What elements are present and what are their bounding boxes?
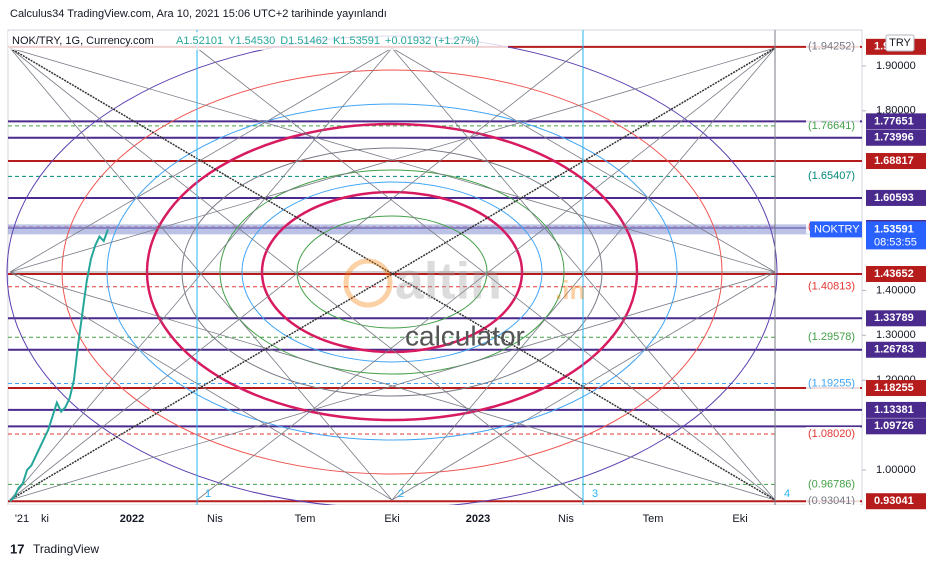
ohlc-value: K1.53591 xyxy=(333,35,380,47)
watermark: altin .in xyxy=(343,253,585,311)
level-box xyxy=(866,266,926,283)
series xyxy=(9,229,109,503)
y-tick-label: 1.90000 xyxy=(876,60,916,72)
ohlc: A1.52101 Y1.54530 D1.51462 K1.53591 +0.01932… xyxy=(176,35,479,47)
level-label: 1.68817 xyxy=(874,155,914,167)
fib-label-bg xyxy=(806,169,860,184)
level-box xyxy=(866,341,926,358)
currency-box xyxy=(885,34,915,52)
footer-text: TradingView xyxy=(33,542,99,556)
time-axis xyxy=(8,505,862,533)
level-label: 1.73996 xyxy=(874,132,914,144)
level-label: 1.60593 xyxy=(874,192,914,204)
watermark-logo xyxy=(343,258,393,308)
y-tick-label: 1.00000 xyxy=(876,464,916,476)
level-label: 1.09726 xyxy=(874,420,914,432)
watermark-text: .in xyxy=(555,275,585,305)
time-lines xyxy=(196,30,776,505)
legend-bg xyxy=(8,32,508,50)
x-tick-label: Tem xyxy=(643,513,664,525)
level-box xyxy=(866,153,926,170)
last-price-box xyxy=(866,221,926,250)
fib-label: (0.96786) xyxy=(808,478,855,490)
price-line xyxy=(9,229,109,503)
symbol: NOK/TRY, 1G, Currency.com xyxy=(12,35,154,47)
x-tick-label: Eki xyxy=(384,513,399,525)
currency: TRY xyxy=(889,37,911,49)
fib-label-bg xyxy=(806,494,860,509)
fib-label-bg xyxy=(806,118,860,133)
series-name-box xyxy=(810,221,862,238)
level-box xyxy=(866,310,926,327)
x-tick-label: Tem xyxy=(295,513,316,525)
series-name: NOKTRY xyxy=(814,223,860,235)
level-label: 1.13381 xyxy=(874,404,914,416)
fib-label: (0.93041) xyxy=(808,495,855,507)
level-label: 1.33789 xyxy=(874,312,914,324)
x-tick-label: Nis xyxy=(207,513,223,525)
level-box xyxy=(866,129,926,146)
fib-label: (1.76641) xyxy=(808,120,855,132)
diagonals xyxy=(9,47,776,501)
fib-label: (1.65407) xyxy=(808,170,855,182)
price-band xyxy=(8,224,862,235)
x-tick-label: 2022 xyxy=(120,513,144,525)
level-box xyxy=(866,189,926,206)
level-label: 1.43652 xyxy=(874,268,914,280)
x-tick-label: '21 xyxy=(15,513,29,525)
level-label: 1.77651 xyxy=(874,115,914,127)
y-tick-label: 1.30000 xyxy=(876,329,916,341)
header: Calculus34 TradingView.com, Ara 10, 2021… xyxy=(10,8,387,20)
fib-label-bg xyxy=(806,477,860,492)
ohlc-value: +0.01932 (+1.27%) xyxy=(385,35,479,47)
fib-label: (1.19255) xyxy=(808,377,855,389)
footer-logo: 17 xyxy=(10,541,24,556)
footer: 17 TradingView xyxy=(10,541,99,556)
countdown: 08:53:55 xyxy=(874,236,917,248)
level-box xyxy=(866,380,926,397)
level-box xyxy=(866,401,926,418)
fib-label: (1.94252) xyxy=(808,41,855,53)
time-label: 2 xyxy=(398,488,404,500)
level-box xyxy=(866,113,926,130)
fib-label-bg xyxy=(806,376,860,391)
fib-label: (1.08020) xyxy=(808,428,855,440)
x-tick-label: Eki xyxy=(732,513,747,525)
x-tick-label: ki xyxy=(41,513,49,525)
level-label: 1.26783 xyxy=(874,344,914,356)
fib-label: (1.40813) xyxy=(808,281,855,293)
level-label: 1.18255 xyxy=(874,382,914,394)
fib-label-bg xyxy=(806,330,860,345)
y-tick-label: 1.40000 xyxy=(876,284,916,296)
last-price: 1.53591 xyxy=(874,223,914,235)
time-label: 1 xyxy=(205,488,211,500)
fib-label-bg xyxy=(806,279,860,294)
x-tick-label: Nis xyxy=(558,513,574,525)
time-label: 3 xyxy=(592,488,598,500)
level-label: 0.93041 xyxy=(874,495,914,507)
ohlc-value: Y1.54530 xyxy=(228,35,275,47)
watermark-text: calculator xyxy=(405,320,525,351)
ohlc-value: A1.52101 xyxy=(176,35,223,47)
ohlc-value: D1.51462 xyxy=(280,35,328,47)
fib-label: (1.29578) xyxy=(808,331,855,343)
level-box xyxy=(866,418,926,435)
x-tick-label: 2023 xyxy=(466,513,490,525)
time-label: 4 xyxy=(784,488,790,500)
level-box xyxy=(866,493,926,510)
watermark-text: altin xyxy=(395,253,502,311)
fib-label-bg xyxy=(806,39,860,54)
fib-label-bg xyxy=(806,426,860,441)
